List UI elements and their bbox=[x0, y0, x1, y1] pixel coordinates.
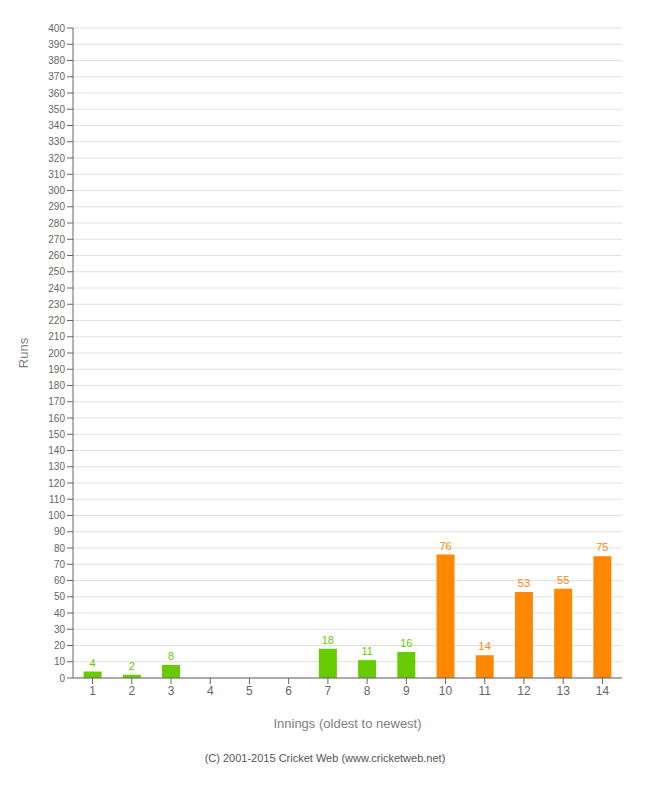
svg-text:11: 11 bbox=[479, 684, 492, 698]
svg-text:50: 50 bbox=[54, 591, 66, 602]
svg-text:310: 310 bbox=[48, 169, 65, 180]
svg-text:80: 80 bbox=[54, 543, 66, 554]
svg-text:4: 4 bbox=[90, 657, 96, 669]
svg-text:160: 160 bbox=[48, 413, 65, 424]
svg-text:180: 180 bbox=[48, 380, 65, 391]
svg-text:16: 16 bbox=[400, 637, 412, 649]
svg-text:75: 75 bbox=[596, 541, 608, 553]
svg-text:9: 9 bbox=[403, 684, 410, 698]
svg-text:330: 330 bbox=[48, 136, 65, 147]
svg-text:60: 60 bbox=[54, 575, 66, 586]
svg-text:3: 3 bbox=[168, 684, 175, 698]
svg-text:230: 230 bbox=[48, 299, 65, 310]
svg-text:190: 190 bbox=[48, 364, 65, 375]
svg-text:Innings (oldest to newest): Innings (oldest to newest) bbox=[273, 716, 421, 731]
svg-text:40: 40 bbox=[54, 608, 66, 619]
svg-text:8: 8 bbox=[168, 650, 174, 662]
svg-text:18: 18 bbox=[322, 634, 334, 646]
svg-text:14: 14 bbox=[479, 640, 491, 652]
svg-text:340: 340 bbox=[48, 120, 65, 131]
svg-text:300: 300 bbox=[48, 185, 65, 196]
svg-text:110: 110 bbox=[49, 494, 65, 505]
svg-text:130: 130 bbox=[48, 461, 65, 472]
svg-text:140: 140 bbox=[48, 445, 65, 456]
svg-text:13: 13 bbox=[556, 684, 570, 698]
svg-text:55: 55 bbox=[557, 574, 569, 586]
svg-text:400: 400 bbox=[48, 23, 65, 34]
svg-text:90: 90 bbox=[54, 526, 66, 537]
svg-text:20: 20 bbox=[54, 640, 66, 651]
svg-text:7: 7 bbox=[325, 684, 332, 698]
svg-text:8: 8 bbox=[364, 684, 371, 698]
svg-text:270: 270 bbox=[48, 234, 65, 245]
svg-text:10: 10 bbox=[54, 656, 66, 667]
svg-text:260: 260 bbox=[48, 250, 65, 261]
svg-text:2: 2 bbox=[128, 684, 135, 698]
svg-text:Runs: Runs bbox=[16, 337, 31, 368]
svg-text:30: 30 bbox=[54, 624, 66, 635]
svg-text:11: 11 bbox=[361, 645, 372, 657]
svg-text:120: 120 bbox=[48, 478, 65, 489]
svg-text:350: 350 bbox=[48, 104, 65, 115]
svg-text:360: 360 bbox=[48, 88, 65, 99]
svg-text:14: 14 bbox=[596, 684, 610, 698]
svg-text:53: 53 bbox=[518, 577, 530, 589]
svg-text:170: 170 bbox=[48, 396, 65, 407]
svg-text:370: 370 bbox=[48, 71, 65, 82]
svg-text:1: 1 bbox=[89, 684, 96, 698]
svg-text:210: 210 bbox=[48, 331, 65, 342]
svg-text:200: 200 bbox=[48, 348, 65, 359]
svg-text:76: 76 bbox=[439, 540, 451, 552]
svg-text:240: 240 bbox=[48, 283, 65, 294]
svg-text:12: 12 bbox=[517, 684, 531, 698]
svg-text:320: 320 bbox=[48, 153, 65, 164]
svg-text:6: 6 bbox=[285, 684, 292, 698]
html-text:(C) 2001-2015 Cricket Web (www: (C) 2001-2015 Cricket Web (www.cricketwe… bbox=[204, 752, 446, 764]
svg-text:70: 70 bbox=[54, 559, 66, 570]
svg-text:380: 380 bbox=[48, 55, 65, 66]
svg-text:5: 5 bbox=[246, 684, 253, 698]
svg-text:290: 290 bbox=[48, 201, 65, 212]
svg-text:280: 280 bbox=[48, 218, 65, 229]
svg-text:0: 0 bbox=[59, 673, 65, 684]
svg-text:250: 250 bbox=[48, 266, 65, 277]
svg-text:100: 100 bbox=[48, 510, 65, 521]
svg-text:10: 10 bbox=[439, 684, 453, 698]
svg-text:220: 220 bbox=[48, 315, 65, 326]
svg-text:390: 390 bbox=[48, 39, 65, 50]
svg-text:4: 4 bbox=[207, 684, 214, 698]
svg-text:150: 150 bbox=[48, 429, 65, 440]
svg-text:2: 2 bbox=[129, 660, 135, 672]
